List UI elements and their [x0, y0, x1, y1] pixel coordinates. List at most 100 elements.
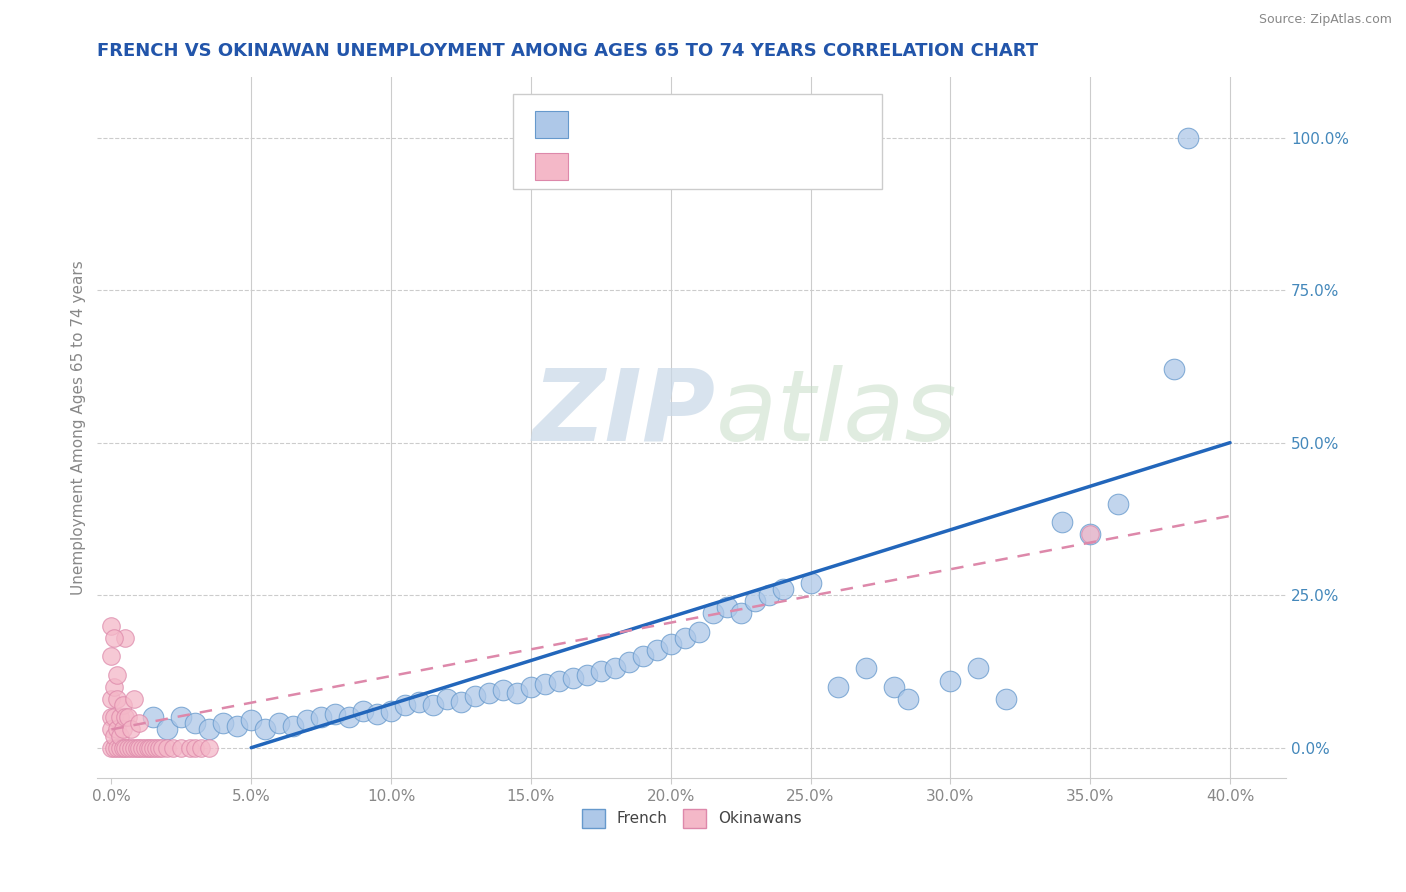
Point: [352, 704, 374, 718]
Point: [631, 649, 654, 664]
Point: [281, 719, 304, 733]
Point: [716, 600, 738, 615]
Point: [120, 740, 142, 755]
Point: [799, 576, 821, 591]
Point: [394, 698, 416, 712]
Point: [122, 740, 145, 755]
Point: [1107, 497, 1129, 511]
Point: [1078, 527, 1101, 541]
Point: [100, 723, 122, 737]
Point: [492, 682, 515, 697]
Point: [295, 713, 318, 727]
Legend: French, Okinawans: French, Okinawans: [575, 803, 808, 834]
Point: [103, 680, 125, 694]
Point: [1177, 130, 1199, 145]
Point: [380, 704, 402, 718]
Point: [995, 692, 1018, 706]
Point: [337, 710, 360, 724]
Text: R =  0.090: R = 0.090: [575, 157, 664, 176]
Point: [659, 637, 682, 651]
Point: [100, 710, 122, 724]
Point: [117, 740, 139, 755]
Point: [939, 673, 962, 688]
Point: [162, 740, 184, 755]
Point: [506, 686, 529, 700]
Point: [134, 740, 156, 755]
Point: [450, 695, 472, 709]
Point: [105, 667, 128, 681]
Point: [170, 740, 193, 755]
Point: [408, 695, 430, 709]
Point: [105, 723, 128, 737]
Point: [184, 716, 207, 731]
Point: [103, 631, 125, 645]
Point: [702, 607, 724, 621]
Point: [156, 740, 179, 755]
Point: [139, 740, 162, 755]
Point: [617, 655, 640, 669]
Point: [150, 740, 173, 755]
Y-axis label: Unemployment Among Ages 65 to 74 years: Unemployment Among Ages 65 to 74 years: [72, 260, 86, 595]
Point: [254, 723, 277, 737]
Text: atlas: atlas: [716, 365, 957, 462]
Point: [100, 692, 122, 706]
Point: [170, 710, 193, 724]
Point: [547, 673, 569, 688]
Text: ZIP: ZIP: [533, 365, 716, 462]
Point: [464, 689, 486, 703]
Text: N = 58: N = 58: [702, 157, 759, 176]
Point: [108, 740, 131, 755]
Point: [136, 740, 159, 755]
Point: [105, 692, 128, 706]
Text: R =  0.643: R = 0.643: [575, 115, 664, 133]
Point: [108, 710, 131, 724]
Point: [1050, 515, 1073, 529]
Point: [103, 729, 125, 743]
Point: [105, 740, 128, 755]
Point: [744, 594, 766, 608]
Point: [827, 680, 849, 694]
Point: [190, 740, 212, 755]
Point: [198, 740, 221, 755]
Point: [114, 740, 136, 755]
Point: [142, 710, 165, 724]
FancyBboxPatch shape: [513, 95, 882, 189]
Point: [145, 740, 167, 755]
Point: [534, 676, 557, 690]
Point: [103, 710, 125, 724]
Point: [855, 661, 877, 675]
Point: [111, 698, 134, 712]
Point: [269, 716, 291, 731]
Point: [184, 740, 207, 755]
Point: [212, 716, 235, 731]
Point: [422, 698, 444, 712]
Point: [323, 707, 346, 722]
Point: [148, 740, 170, 755]
Point: [226, 719, 249, 733]
Point: [589, 665, 612, 679]
Point: [240, 713, 263, 727]
Point: [122, 692, 145, 706]
Point: [673, 631, 696, 645]
Point: [100, 618, 122, 632]
Point: [103, 740, 125, 755]
Point: [603, 661, 626, 675]
Point: [1163, 362, 1185, 376]
Point: [645, 643, 668, 657]
Point: [111, 723, 134, 737]
FancyBboxPatch shape: [534, 153, 568, 179]
Point: [309, 710, 332, 724]
Point: [575, 667, 598, 681]
Point: [730, 607, 752, 621]
Point: [117, 710, 139, 724]
Point: [366, 707, 388, 722]
Point: [100, 740, 122, 755]
Point: [114, 710, 136, 724]
Point: [156, 723, 179, 737]
Text: N = 58: N = 58: [702, 115, 759, 133]
Point: [436, 692, 458, 706]
Point: [120, 723, 142, 737]
Point: [198, 723, 221, 737]
Point: [179, 740, 201, 755]
Point: [561, 671, 583, 685]
